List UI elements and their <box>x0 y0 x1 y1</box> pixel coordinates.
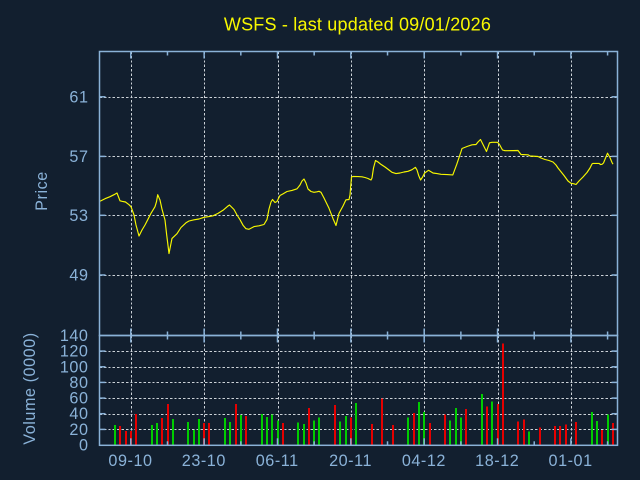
svg-text:80: 80 <box>69 374 88 392</box>
svg-text:Volume (0000): Volume (0000) <box>21 332 39 444</box>
svg-text:53: 53 <box>69 207 88 225</box>
svg-text:18-12: 18-12 <box>475 452 519 470</box>
svg-text:04-12: 04-12 <box>402 452 446 470</box>
svg-text:20-11: 20-11 <box>329 452 372 470</box>
svg-text:40: 40 <box>69 405 88 423</box>
svg-text:57: 57 <box>69 148 88 166</box>
svg-text:61: 61 <box>69 88 88 106</box>
svg-text:WSFS - last updated 09/01/2026: WSFS - last updated 09/01/2026 <box>224 15 491 35</box>
svg-text:120: 120 <box>60 343 89 361</box>
svg-text:06-11: 06-11 <box>256 452 299 470</box>
svg-text:49: 49 <box>69 267 88 285</box>
svg-text:Price: Price <box>33 171 51 211</box>
svg-text:01-01: 01-01 <box>549 452 593 470</box>
svg-text:60: 60 <box>69 390 88 408</box>
svg-text:20: 20 <box>69 421 88 439</box>
svg-text:100: 100 <box>60 358 89 376</box>
svg-text:09-10: 09-10 <box>108 452 152 470</box>
svg-text:23-10: 23-10 <box>182 452 226 470</box>
svg-text:0: 0 <box>79 437 89 455</box>
svg-text:140: 140 <box>60 327 89 345</box>
